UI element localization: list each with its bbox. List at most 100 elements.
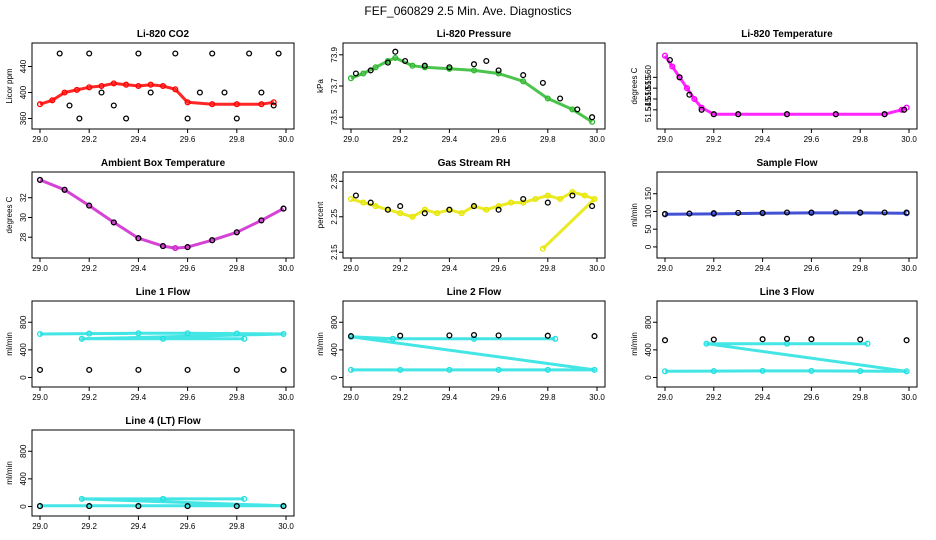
- series-band: [664, 211, 907, 216]
- data-point: [446, 366, 453, 373]
- y-tick-label: 800: [19, 315, 28, 329]
- series-band: [663, 54, 908, 116]
- data-point: [397, 366, 404, 373]
- data-point: [135, 82, 142, 90]
- data-point: [123, 115, 130, 122]
- data-point: [661, 337, 669, 344]
- data-point: [434, 210, 441, 217]
- data-point: [135, 330, 142, 337]
- data-point: [270, 99, 277, 106]
- x-tick-label: 29.0: [657, 264, 673, 273]
- data-point: [402, 57, 409, 65]
- y-tick-label: 800: [19, 444, 28, 458]
- data-point: [710, 368, 717, 375]
- data-point: [159, 335, 167, 342]
- y-tick-label: 0: [19, 504, 28, 509]
- data-point: [544, 332, 551, 339]
- data-point: [409, 213, 416, 220]
- data-point: [470, 203, 478, 210]
- x-tick-label: 30.0: [589, 393, 605, 402]
- x-tick-label: 29.0: [32, 135, 48, 144]
- data-point: [36, 101, 44, 108]
- panel-title: Li-820 Pressure: [437, 29, 512, 40]
- y-tick-label: 50: [644, 224, 653, 233]
- x-tick-label: 29.8: [229, 522, 245, 531]
- plot-frame: [342, 42, 606, 130]
- data-point: [783, 335, 791, 342]
- y-tick-label: 0: [19, 375, 28, 380]
- x-tick-label: 29.0: [343, 393, 359, 402]
- data-point: [857, 336, 864, 343]
- data-point: [446, 206, 453, 213]
- data-series: [347, 188, 598, 252]
- data-point: [470, 331, 478, 339]
- plot-frame: [31, 300, 295, 388]
- data-point: [857, 209, 864, 216]
- data-point: [384, 59, 391, 66]
- data-point: [495, 67, 502, 74]
- data-point: [159, 82, 167, 90]
- x-tick-label: 29.6: [804, 135, 820, 144]
- data-point: [698, 106, 705, 113]
- x-tick-label: 29.4: [755, 135, 771, 144]
- data-point: [669, 63, 676, 70]
- y-tick-label: 30: [19, 212, 28, 221]
- data-point: [544, 199, 551, 206]
- data-point: [352, 192, 359, 199]
- chart-panel: Ambient Box Temperature 29.0 29.2 29.4 29.6 2…: [5, 158, 295, 273]
- data-point: [832, 209, 839, 216]
- y-tick-label: 400: [330, 343, 339, 357]
- data-point: [544, 95, 551, 102]
- data-point: [86, 202, 93, 209]
- data-point: [520, 72, 527, 79]
- data-point: [78, 335, 85, 342]
- data-point: [397, 332, 404, 339]
- data-point: [123, 81, 130, 88]
- data-point: [221, 89, 228, 96]
- x-tick-label: 29.6: [491, 393, 507, 402]
- data-point: [56, 50, 63, 57]
- chart-panel: Line 4 (LT) Flow 29.0 29.2 29.4 29.6 29.8 30.0…: [5, 416, 295, 531]
- data-point: [270, 102, 277, 109]
- x-tick-label: 29.0: [32, 393, 48, 402]
- data-point: [172, 50, 179, 57]
- data-series: [347, 333, 598, 373]
- data-point: [703, 340, 710, 347]
- data-point: [686, 91, 693, 98]
- x-tick-label: 29.2: [706, 393, 722, 402]
- data-point: [808, 336, 815, 343]
- series-band: [350, 56, 593, 124]
- data-point: [421, 210, 428, 217]
- x-tick-label: 29.0: [657, 135, 673, 144]
- data-series: [661, 52, 910, 118]
- data-point: [135, 503, 142, 510]
- x-tick-label: 30.0: [589, 135, 605, 144]
- x-tick-label: 29.4: [442, 393, 458, 402]
- y-tick-label: 800: [644, 315, 653, 329]
- panel-title: Gas Stream RH: [438, 158, 511, 169]
- data-point: [881, 111, 888, 118]
- data-point: [241, 495, 248, 502]
- y-tick-label: 150: [644, 187, 653, 201]
- data-point: [759, 367, 766, 374]
- data-point: [159, 243, 167, 250]
- data-point: [372, 64, 379, 71]
- data-point: [421, 206, 428, 213]
- y-tick-label: 2.15: [330, 244, 339, 260]
- y-axis-label: ml/min: [630, 203, 639, 227]
- data-point: [392, 54, 399, 61]
- x-tick-label: 29.2: [392, 264, 408, 273]
- data-point: [98, 82, 105, 90]
- data-point: [495, 206, 502, 213]
- data-point: [683, 85, 691, 92]
- data-point: [233, 366, 240, 373]
- data-point: [36, 330, 44, 338]
- data-point: [61, 89, 68, 96]
- y-tick-label: 73.5: [330, 109, 339, 125]
- data-series: [36, 176, 287, 251]
- y-tick-label: 73.7: [330, 78, 339, 94]
- series-band: [39, 331, 285, 341]
- y-axis-label: ml/min: [5, 332, 14, 356]
- y-tick-label: 51.550: [644, 86, 653, 111]
- x-tick-label: 30.0: [278, 522, 294, 531]
